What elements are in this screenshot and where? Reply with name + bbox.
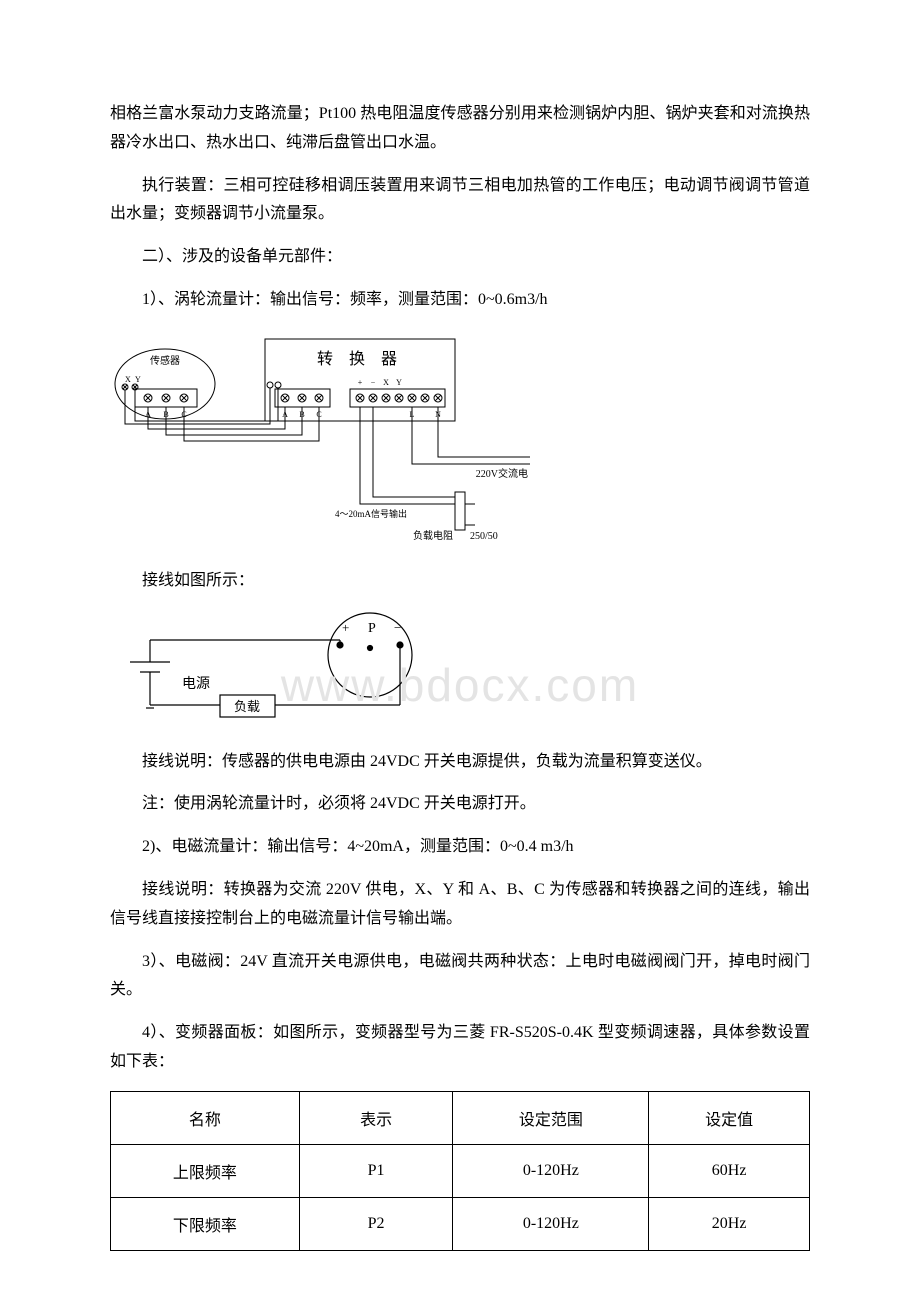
conv-y: Y: [396, 378, 402, 387]
conv-x: X: [383, 378, 389, 387]
parameter-table: 名称 表示 设定范围 设定值 上限频率 P1 0-120Hz 60Hz 下限频率…: [110, 1091, 810, 1251]
paragraph-note: 注：使用涡轮流量计时，必须将 24VDC 开关电源打开。: [110, 790, 810, 819]
col-name: 名称: [111, 1091, 300, 1144]
cell-symbol: P1: [299, 1144, 453, 1197]
p-plus: +: [342, 620, 349, 635]
cell-range: 0-120Hz: [453, 1197, 649, 1250]
cell-value: 20Hz: [649, 1197, 810, 1250]
col-range: 设定范围: [453, 1091, 649, 1144]
p-label: P: [368, 621, 376, 636]
term-y: Y: [135, 375, 141, 384]
list-item-3: 3）、电磁阀：24V 直流开关电源供电，电磁阀共两种状态：上电时电磁阀阀门开，掉…: [110, 948, 810, 1006]
conv-minus: −: [371, 378, 376, 387]
conv-plus: +: [358, 378, 363, 387]
table-row: 上限频率 P1 0-120Hz 60Hz: [111, 1144, 810, 1197]
list-item-4: 4）、变频器面板：如图所示，变频器型号为三菱 FR-S520S-0.4K 型变频…: [110, 1019, 810, 1077]
load-res-value: 250/50: [470, 531, 498, 542]
table-header-row: 名称 表示 设定范围 设定值: [111, 1091, 810, 1144]
term-x: X: [125, 375, 131, 384]
cell-symbol: P2: [299, 1197, 453, 1250]
cell-range: 0-120Hz: [453, 1144, 649, 1197]
wiring-diagram-turbine: 传感器 X Y A B C 转 换 器 A B C: [110, 329, 810, 549]
wiring-diagram-simple: www.bdocx.com 负载 电源: [110, 610, 810, 730]
paragraph-wiring-note: 接线说明：传感器的供电电源由 24VDC 开关电源提供，负载为流量积算变送仪。: [110, 748, 810, 777]
cell-name: 下限频率: [111, 1197, 300, 1250]
cell-value: 60Hz: [649, 1144, 810, 1197]
load-res-label: 负载电阻: [413, 529, 453, 542]
cell-name: 上限频率: [111, 1144, 300, 1197]
converter-label: 转 换 器: [317, 350, 403, 368]
signal-label: 4～20mA信号输出: [335, 508, 407, 519]
p-minus: −: [394, 620, 401, 635]
section-heading-two: 二）、涉及的设备单元部件：: [110, 243, 810, 272]
ac-label: 220V交流电: [476, 467, 528, 480]
col-value: 设定值: [649, 1091, 810, 1144]
paragraph-continuation: 相格兰富水泵动力支路流量；Pt100 热电阻温度传感器分别用来检测锅炉内胆、锅炉…: [110, 100, 810, 158]
table-row: 下限频率 P2 0-120Hz 20Hz: [111, 1197, 810, 1250]
power-label: 电源: [182, 676, 210, 692]
sensor-label: 传感器: [150, 354, 180, 367]
diagram-caption-1: 接线如图所示：: [110, 567, 810, 596]
paragraph-actuator: 执行装置：三相可控硅移相调压装置用来调节三相电加热管的工作电压；电动调节阀调节管…: [110, 172, 810, 230]
load-label: 负载: [234, 699, 260, 714]
paragraph-wiring-2: 接线说明：转换器为交流 220V 供电，X、Y 和 A、B、C 为传感器和转换器…: [110, 876, 810, 934]
col-symbol: 表示: [299, 1091, 453, 1144]
list-item-1: 1）、涡轮流量计：输出信号：频率，测量范围：0~0.6m3/h: [110, 286, 810, 315]
list-item-2: 2)、电磁流量计：输出信号：4~20mA，测量范围：0~0.4 m3/h: [110, 833, 810, 862]
